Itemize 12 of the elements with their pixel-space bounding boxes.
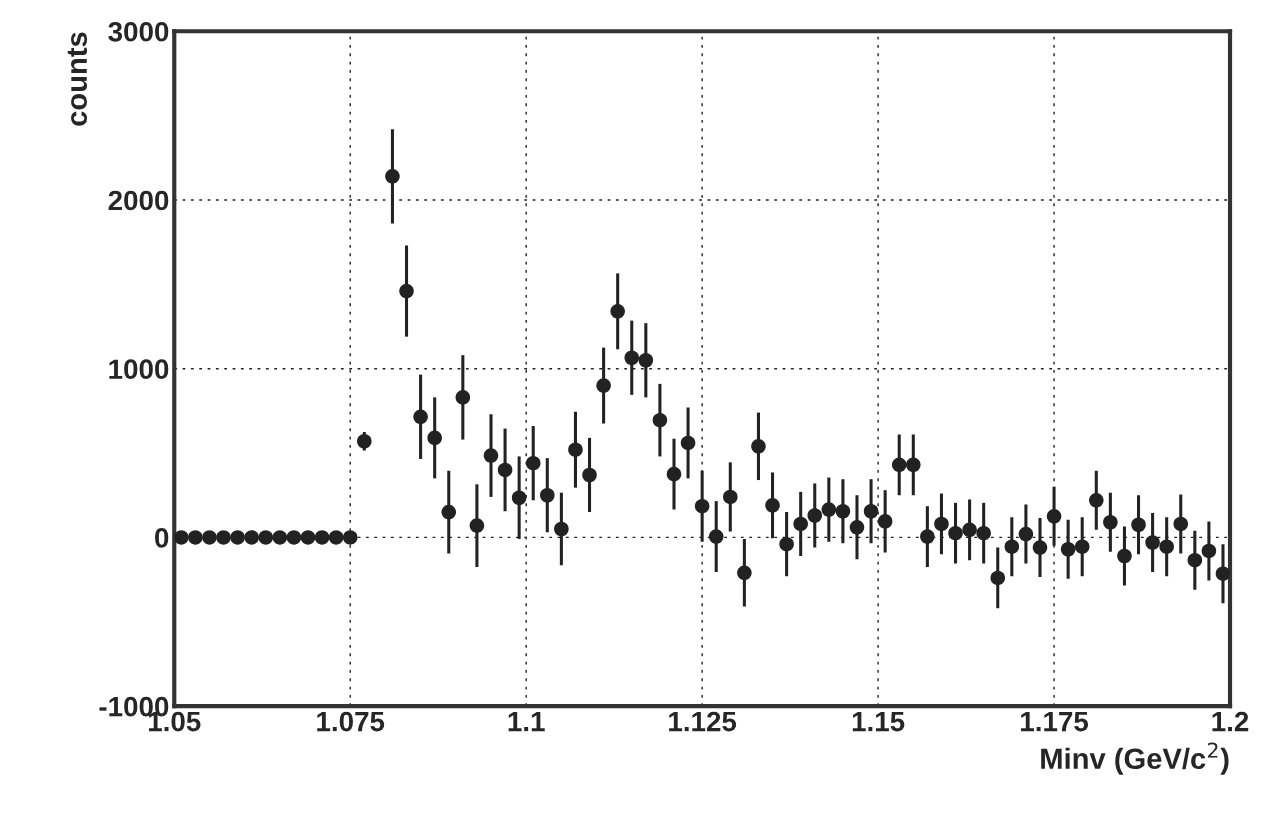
x-tick-label: 1.15 [852, 712, 905, 732]
y-axis-title: counts [67, 32, 88, 126]
x-tick-label: 1.1 [508, 712, 545, 732]
y-tick-label: 2000 [108, 190, 169, 211]
x-tick-label: 1.2 [1212, 711, 1249, 732]
x-tick-label: 1.125 [669, 711, 737, 732]
x-tick-label: 1.175 [1021, 712, 1089, 732]
y-tick-label: 0 [155, 528, 169, 548]
y-tick-label: 3000 [108, 21, 169, 42]
x-axis-title: Minv (GeV/c$^{2}$) [1041, 742, 1229, 775]
y-tick-label: 1000 [109, 359, 169, 380]
x-tick-label: 1.075 [317, 711, 385, 732]
